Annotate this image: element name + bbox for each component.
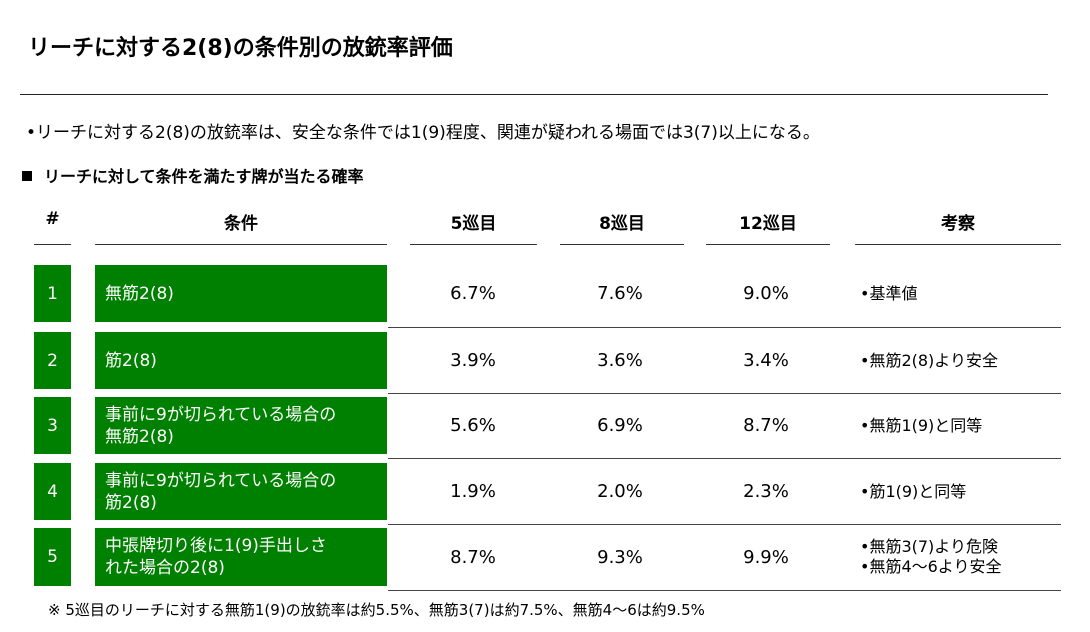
- value-turn12: 9.0%: [743, 283, 789, 304]
- value-turn12: 3.4%: [743, 350, 789, 371]
- note-line: •無筋4〜6より安全: [860, 557, 1002, 576]
- header-underline: [855, 244, 1061, 245]
- value-turn8: 2.0%: [597, 481, 643, 502]
- value-turn5: 3.9%: [450, 350, 496, 371]
- footnote: ※ 5巡目のリーチに対する無筋1(9)の放銃率は約5.5%、無筋3(7)は約7.…: [48, 601, 705, 619]
- header-underline: [706, 244, 830, 245]
- header-condition: 条件: [224, 214, 258, 234]
- value-turn12: 2.3%: [743, 481, 789, 502]
- summary-bullet: •リーチに対する2(8)の放銃率は、安全な条件では1(9)程度、関連が疑われる場…: [26, 123, 820, 143]
- row-number-cell: 3: [34, 397, 71, 454]
- title-divider: [20, 94, 1048, 95]
- condition-cell: 事前に9が切られている場合の 無筋2(8): [95, 397, 387, 454]
- condition-cell: 事前に9が切られている場合の 筋2(8): [95, 463, 387, 520]
- row-number-cell: 4: [34, 463, 71, 520]
- value-turn8: 6.9%: [597, 415, 643, 436]
- value-turn5: 1.9%: [450, 481, 496, 502]
- header-turn12: 12巡目: [739, 214, 797, 234]
- value-turn5: 6.7%: [450, 283, 496, 304]
- note-cell: •筋1(9)と同等: [860, 463, 966, 520]
- table-subheading: リーチに対して条件を満たす牌が当たる確率: [22, 163, 364, 187]
- value-turn8: 9.3%: [597, 546, 643, 568]
- value-turn8: 7.6%: [597, 283, 643, 304]
- row-divider: [388, 590, 1061, 591]
- header-underline: [34, 244, 71, 245]
- value-turn5: 8.7%: [450, 546, 496, 568]
- note-line: •無筋3(7)より危険: [860, 537, 998, 556]
- row-number-cell: 1: [34, 265, 71, 322]
- condition-cell: 中張牌切り後に1(9)手出しさ れた場合の2(8): [95, 528, 387, 586]
- row-divider: [388, 327, 1061, 328]
- value-turn8: 3.6%: [597, 350, 643, 371]
- note-cell: •無筋2(8)より安全: [860, 332, 998, 389]
- page-title: リーチに対する2(8)の条件別の放銃率評価: [28, 36, 453, 61]
- condition-cell: 筋2(8): [95, 332, 387, 389]
- value-turn12: 9.9%: [743, 546, 789, 568]
- row-divider: [388, 393, 1061, 394]
- row-number-cell: 2: [34, 332, 71, 389]
- header-turn5: 5巡目: [450, 214, 497, 234]
- subheading-text: リーチに対して条件を満たす牌が当たる確率: [44, 167, 364, 186]
- note-line: •筋1(9)と同等: [860, 481, 967, 501]
- header-underline: [95, 244, 387, 245]
- note-cell: •基準値: [860, 265, 917, 322]
- header-note: 考察: [941, 214, 975, 234]
- header-underline: [560, 244, 684, 245]
- square-bullet-icon: [22, 171, 32, 181]
- condition-cell: 無筋2(8): [95, 265, 387, 322]
- note-cell: •無筋1(9)と同等: [860, 397, 982, 454]
- row-divider: [388, 524, 1061, 525]
- note-line: •無筋1(9)と同等: [860, 415, 983, 435]
- header-turn8: 8巡目: [599, 214, 645, 234]
- note-line: •基準値: [860, 283, 918, 303]
- header-underline: [410, 244, 537, 245]
- note-cell: •無筋3(7)より危険 •無筋4〜6より安全: [860, 528, 1001, 586]
- value-turn5: 5.6%: [450, 415, 496, 436]
- row-number-cell: 5: [34, 528, 71, 586]
- header-num: #: [45, 209, 60, 229]
- note-line: •無筋2(8)より安全: [860, 350, 998, 370]
- row-divider: [388, 458, 1061, 459]
- value-turn12: 8.7%: [743, 415, 789, 436]
